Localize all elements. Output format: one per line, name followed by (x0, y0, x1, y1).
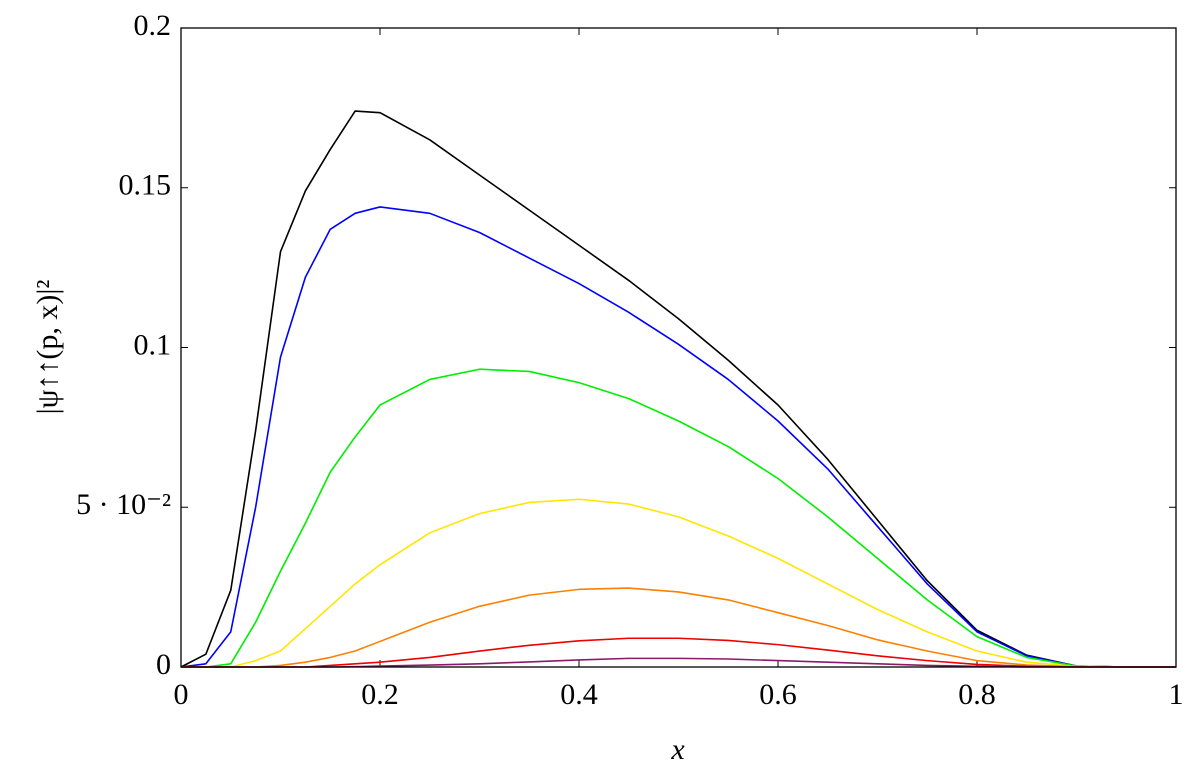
y-tick-label: 0.1 (134, 328, 172, 361)
y-axis-label: |ψ↑↑(p, x)|² (31, 280, 64, 415)
series-line (180, 110, 1176, 668)
x-tick-label: 0.2 (361, 678, 399, 711)
x-axis-label: x (670, 733, 685, 766)
y-tick-label: 0 (156, 648, 171, 681)
series-line (181, 368, 1176, 668)
x-tick-label: 0.4 (560, 678, 598, 711)
y-tick-label: 0.2 (134, 9, 172, 42)
plot-frame (180, 27, 1177, 668)
series-line (180, 206, 1176, 668)
series-line (181, 587, 1176, 668)
x-tick-label: 0.6 (759, 678, 797, 711)
y-tick-label: 5 · 10⁻² (76, 488, 171, 521)
x-tick-label: 0.8 (958, 678, 996, 711)
x-tick-label: 1 (1169, 678, 1184, 711)
series-line (181, 498, 1176, 668)
x-tick-label: 0 (174, 678, 189, 711)
y-tick-label: 0.15 (119, 169, 172, 202)
